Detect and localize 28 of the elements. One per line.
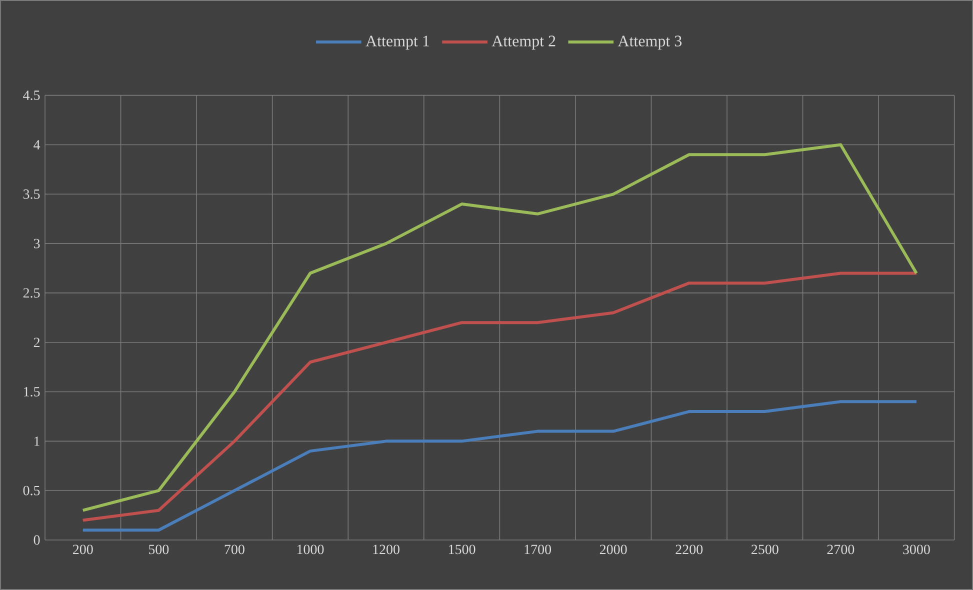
y-tick-label: 2.5 bbox=[23, 288, 40, 298]
legend-label: Attempt 2 bbox=[492, 36, 556, 50]
y-tick-label: 1 bbox=[34, 436, 40, 446]
x-tick-label: 500 bbox=[148, 544, 169, 554]
legend-label: Attempt 3 bbox=[618, 36, 682, 50]
x-tick-label: 200 bbox=[73, 544, 93, 554]
y-tick-label: 0.5 bbox=[23, 486, 40, 496]
x-tick-label: 700 bbox=[224, 544, 244, 554]
x-tick-label: 1000 bbox=[297, 544, 324, 554]
y-tick-label: 0 bbox=[34, 535, 40, 545]
x-tick-label: 3000 bbox=[903, 544, 930, 554]
y-tick-label: 3 bbox=[34, 238, 40, 248]
line-series bbox=[81, 143, 918, 512]
x-tick-label: 1500 bbox=[449, 544, 476, 554]
x-tick-label: 2500 bbox=[752, 544, 778, 554]
line-series bbox=[81, 400, 918, 532]
x-tick-label: 1200 bbox=[373, 544, 400, 554]
line-series bbox=[81, 272, 918, 522]
y-tick-label: 3.5 bbox=[23, 189, 40, 199]
x-tick-label: 2700 bbox=[827, 544, 854, 554]
x-tick-label: 1700 bbox=[524, 544, 552, 554]
y-tick-label: 4 bbox=[34, 140, 40, 150]
y-tick-label: 1.5 bbox=[24, 387, 40, 396]
legend-label: Attempt 1 bbox=[366, 36, 430, 50]
y-tick-label: 4.5 bbox=[23, 90, 40, 100]
x-tick-label: 2000 bbox=[600, 544, 627, 554]
y-tick-label: 2 bbox=[34, 338, 40, 348]
x-tick-label: 2200 bbox=[676, 544, 703, 554]
